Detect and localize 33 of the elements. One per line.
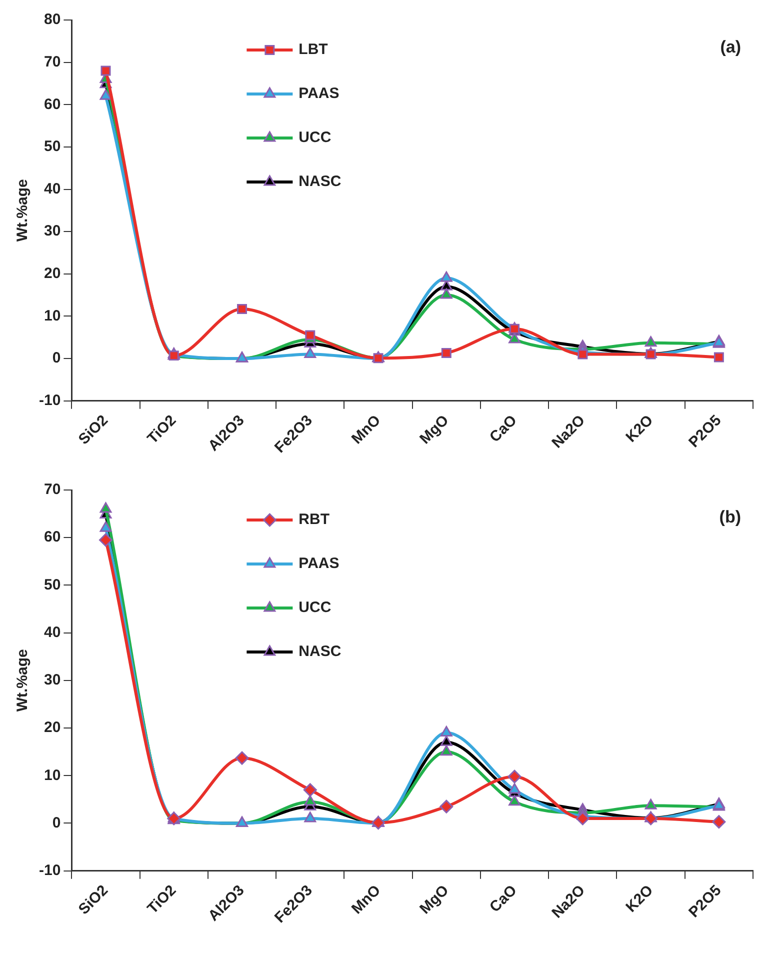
y-tick-label: 70: [44, 481, 61, 498]
y-tick-label: 10: [44, 766, 61, 784]
y-tick-label: 60: [44, 528, 61, 546]
y-tick-label: 80: [44, 11, 61, 28]
y-tick-label: 20: [44, 265, 61, 282]
y-tick-label: 30: [44, 672, 61, 689]
legend-label: NASC: [298, 643, 342, 660]
y-tick-label: 40: [44, 180, 61, 198]
y-axis-title: Wt.%age: [14, 649, 32, 712]
legend-label: UCC: [298, 599, 332, 616]
y-tick-label: 50: [44, 138, 61, 156]
y-tick-label: 50: [44, 576, 61, 594]
legend-label: PAAS: [298, 85, 340, 102]
y-tick-label: 0: [52, 814, 61, 832]
y-tick-label: -10: [38, 862, 61, 879]
annotation: (b): [719, 508, 741, 527]
legend-label: NASC: [298, 173, 342, 190]
legend-label: PAAS: [298, 555, 340, 572]
legend-label: RBT: [298, 511, 330, 528]
y-tick-label: 20: [44, 719, 61, 736]
y-tick-label: -10: [38, 392, 61, 409]
y-tick-label: 40: [44, 624, 61, 641]
y-tick-label: 0: [52, 350, 61, 367]
y-tick-label: 10: [44, 307, 61, 324]
x-tick-label: CaO: [486, 412, 521, 446]
legend-label: UCC: [298, 129, 332, 146]
y-axis-title: Wt.%age: [14, 179, 32, 242]
annotation: (a): [720, 38, 741, 57]
legend-label: LBT: [298, 41, 328, 58]
y-tick-label: 30: [44, 222, 61, 240]
y-tick-label: 70: [44, 53, 61, 70]
x-tick-label: CaO: [486, 882, 521, 916]
y-tick-label: 60: [44, 96, 61, 113]
